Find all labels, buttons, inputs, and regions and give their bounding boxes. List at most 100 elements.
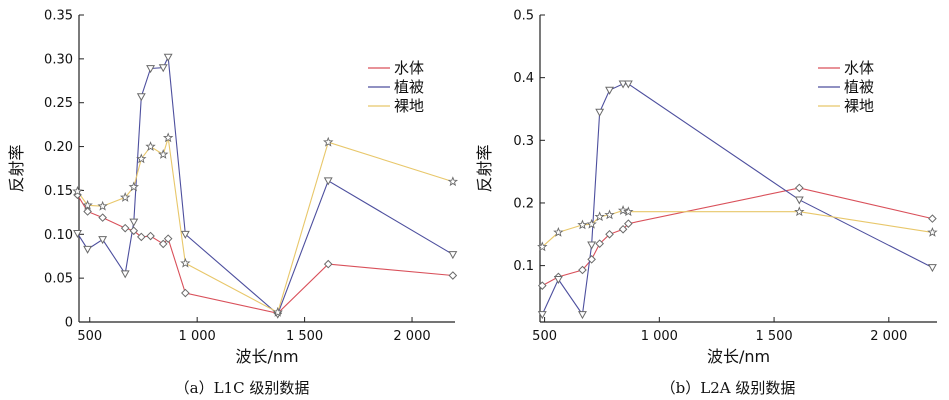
data-point — [448, 271, 458, 280]
y-tick-label: 0.5 — [513, 9, 534, 24]
series-line — [541, 209, 933, 248]
y-tick-label: 0.1 — [513, 259, 534, 274]
data-point — [604, 209, 615, 220]
data-point — [136, 153, 147, 164]
legend-label: 水体 — [844, 59, 874, 77]
data-point — [623, 80, 633, 89]
data-point — [794, 206, 805, 217]
data-point — [586, 218, 597, 229]
data-point — [553, 226, 564, 237]
data-point — [624, 219, 633, 228]
data-point — [163, 53, 173, 62]
data-point — [83, 245, 93, 254]
data-point — [137, 232, 146, 242]
data-point — [180, 230, 190, 239]
data-point — [577, 219, 588, 230]
data-point — [98, 236, 108, 245]
data-point — [146, 65, 155, 74]
y-tick-label: 0.4 — [513, 71, 534, 86]
data-point — [158, 149, 169, 159]
data-point — [129, 226, 139, 236]
y-tick-label: 0.05 — [44, 272, 73, 287]
x-tick-label: 500 — [532, 329, 557, 344]
y-tick-label: 0.2 — [513, 196, 534, 211]
data-point — [146, 231, 155, 241]
x-tick-label: 1 000 — [641, 329, 678, 344]
data-point — [82, 199, 93, 210]
data-point — [72, 185, 83, 196]
data-point — [537, 241, 548, 252]
x-tick-label: 2 000 — [870, 329, 907, 344]
data-point — [145, 141, 156, 151]
y-tick-label: 0.3 — [513, 134, 534, 149]
y-tick-label: 0.20 — [44, 140, 73, 155]
data-point — [618, 80, 628, 89]
data-point — [617, 205, 629, 215]
caption-a: （a）L1C 级别数据 — [175, 379, 310, 397]
caption-b: （b）L2A 级别数据 — [661, 379, 796, 397]
chart-b: 0.1 0.2 0.3 0.4 0.5 500 1 000 1 500 2 000 波长/nm 反射… — [475, 9, 938, 366]
data-point — [928, 214, 937, 223]
x-tick-label: 1 000 — [179, 329, 216, 344]
data-point — [595, 108, 605, 117]
x-tick-label: 1 500 — [286, 329, 323, 344]
y-tick-label: 0.10 — [44, 228, 73, 243]
x-axis-title: 波长/nm — [235, 347, 298, 366]
series-line — [77, 194, 453, 314]
data-point — [927, 226, 938, 237]
data-point — [128, 181, 139, 192]
data-point — [605, 86, 614, 95]
y-tick-label: 0 — [65, 316, 73, 331]
data-point — [927, 264, 937, 273]
data-point — [578, 311, 587, 320]
data-point — [587, 255, 596, 264]
data-point — [120, 191, 131, 202]
data-point — [594, 211, 605, 222]
data-point — [129, 218, 139, 227]
data-point — [323, 259, 333, 269]
y-tick-label: 0.15 — [44, 184, 73, 199]
data-point — [447, 176, 459, 187]
y-tick-label: 0.35 — [44, 9, 73, 24]
data-point — [272, 306, 283, 317]
data-point — [98, 213, 107, 222]
data-point — [73, 230, 82, 239]
chart-a: 0 0.05 0.10 0.15 0.20 0.25 0.30 0.35 500 1 000 1 5… — [7, 9, 459, 366]
data-point — [795, 183, 804, 193]
data-point — [623, 206, 634, 217]
data-point — [587, 241, 597, 250]
data-point — [323, 136, 334, 147]
legend-label: 植被 — [844, 78, 874, 96]
data-point — [180, 257, 191, 268]
y-tick-label: 0.30 — [44, 52, 73, 67]
data-point — [163, 234, 173, 243]
data-point — [120, 223, 130, 233]
data-point — [595, 239, 604, 248]
x-tick-label: 1 500 — [755, 329, 792, 344]
data-point — [578, 265, 587, 275]
data-point — [618, 224, 628, 234]
y-axis-title: 反射率 — [7, 144, 26, 192]
series-line — [542, 187, 933, 287]
data-point — [120, 270, 130, 279]
data-point — [323, 177, 333, 186]
x-tick-label: 2 000 — [393, 329, 430, 344]
x-tick-label: 500 — [77, 329, 102, 344]
data-point — [605, 229, 614, 239]
data-point — [158, 64, 168, 73]
data-point — [537, 281, 547, 290]
data-point — [537, 311, 547, 320]
y-axis-title: 反射率 — [475, 144, 494, 192]
x-axis-title: 波长/nm — [707, 347, 770, 366]
data-point — [553, 276, 563, 285]
data-point — [83, 207, 92, 216]
data-point — [181, 288, 190, 298]
legend-label: 裸地 — [844, 97, 874, 115]
series-line — [541, 83, 933, 316]
legend-label: 植被 — [394, 78, 424, 96]
legend-label: 水体 — [394, 59, 424, 77]
data-point — [97, 200, 108, 211]
legend-label: 裸地 — [394, 97, 424, 115]
data-point — [158, 239, 168, 249]
